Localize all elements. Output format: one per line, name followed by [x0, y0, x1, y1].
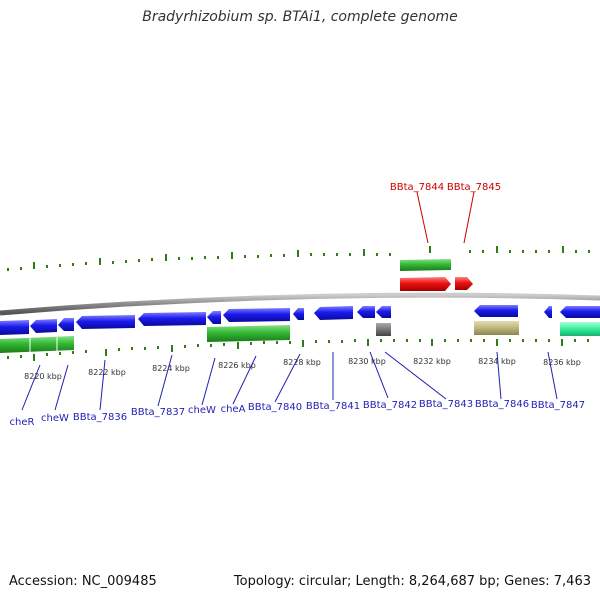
gene-arrow-bbta7847	[560, 306, 600, 318]
gene-arrow-bbta7842	[357, 306, 375, 318]
feature-bar-green-2	[207, 325, 290, 342]
gene-arrow-chew-2	[207, 311, 221, 324]
gene-label-bbta7843: BBta_7843	[419, 399, 473, 410]
gene-label-chea: cheA	[221, 404, 246, 415]
gene-arrow-cher	[0, 320, 29, 335]
gene-label-chew-2: cheW	[188, 405, 216, 416]
feature-bar-khaki	[474, 321, 519, 335]
inner-tick-ring	[7, 339, 589, 361]
scale-label: 8224 kbp	[152, 364, 190, 373]
feature-bar-green-1	[0, 336, 74, 353]
accession-text: Accession: NC_009485	[9, 574, 157, 589]
gene-arrow-bbta7847a	[544, 306, 552, 318]
gene-arrow-bbta7845	[455, 277, 473, 290]
scale-label: 8220 kbp	[24, 372, 62, 381]
gene-arrow-bbta7840	[293, 308, 304, 320]
gene-arrow-bbta7836	[76, 315, 135, 329]
outer-tick-ring	[7, 246, 590, 271]
gene-label-bbta7840: BBta_7840	[248, 402, 302, 413]
scale-label: 8230 kbp	[348, 357, 386, 366]
gene-arrow-chew-1	[30, 319, 57, 333]
reverse-genes	[0, 305, 600, 335]
gene-arrow-chea	[223, 308, 290, 322]
feature-bar-gray	[376, 323, 391, 336]
scale-label: 8232 kbp	[413, 357, 451, 366]
reverse-features	[0, 321, 600, 353]
gene-label-bbta7844: BBta_7844	[390, 182, 444, 193]
gene-label-bbta7841: BBta_7841	[306, 401, 360, 412]
gene-label-bbta7836: BBta_7836	[73, 412, 127, 423]
forward-features	[400, 259, 473, 291]
scale-label: 8222 kbp	[88, 368, 126, 377]
gene-label-bbta7842: BBta_7842	[363, 400, 417, 411]
gene-arrow-bbta7844	[400, 277, 451, 291]
gene-arrow-chew-1b	[58, 318, 74, 331]
top-gene-labels: BBta_7844 BBta_7845	[390, 182, 501, 244]
genome-title: Bradyrhizobium sp. BTAi1, complete genom…	[142, 9, 458, 25]
gene-label-bbta7845: BBta_7845	[447, 182, 501, 193]
gene-arrow-bbta7846	[474, 305, 518, 317]
bottom-gene-labels: cheR cheW BBta_7836 BBta_7837 cheW cheA …	[10, 351, 585, 428]
gene-label-bbta7846: BBta_7846	[475, 399, 529, 410]
genome-map[interactable]: 8220 kbp 8222 kbp 8224 kbp 8226 kbp 8228…	[0, 0, 600, 560]
scale-label: 8236 kbp	[543, 358, 581, 367]
gene-label-chew-1: cheW	[41, 413, 69, 424]
gene-arrow-bbta7837	[138, 312, 206, 326]
gene-label-cher: cheR	[10, 417, 35, 428]
gene-label-bbta7837: BBta_7837	[131, 407, 185, 418]
gene-arrow-bbta7843	[376, 306, 391, 318]
genome-backbone	[0, 292, 600, 316]
scale-label: 8226 kbp	[218, 361, 256, 370]
gene-label-bbta7847: BBta_7847	[531, 400, 585, 411]
feature-bar-bbta7844	[400, 259, 451, 271]
scale-label: 8228 kbp	[283, 358, 321, 367]
gene-arrow-bbta7841	[314, 306, 353, 320]
genome-info-text: Topology: circular; Length: 8,264,687 bp…	[233, 574, 591, 589]
feature-bar-mint	[560, 322, 600, 336]
scale-labels: 8220 kbp 8222 kbp 8224 kbp 8226 kbp 8228…	[24, 357, 581, 381]
scale-label: 8234 kbp	[478, 357, 516, 366]
